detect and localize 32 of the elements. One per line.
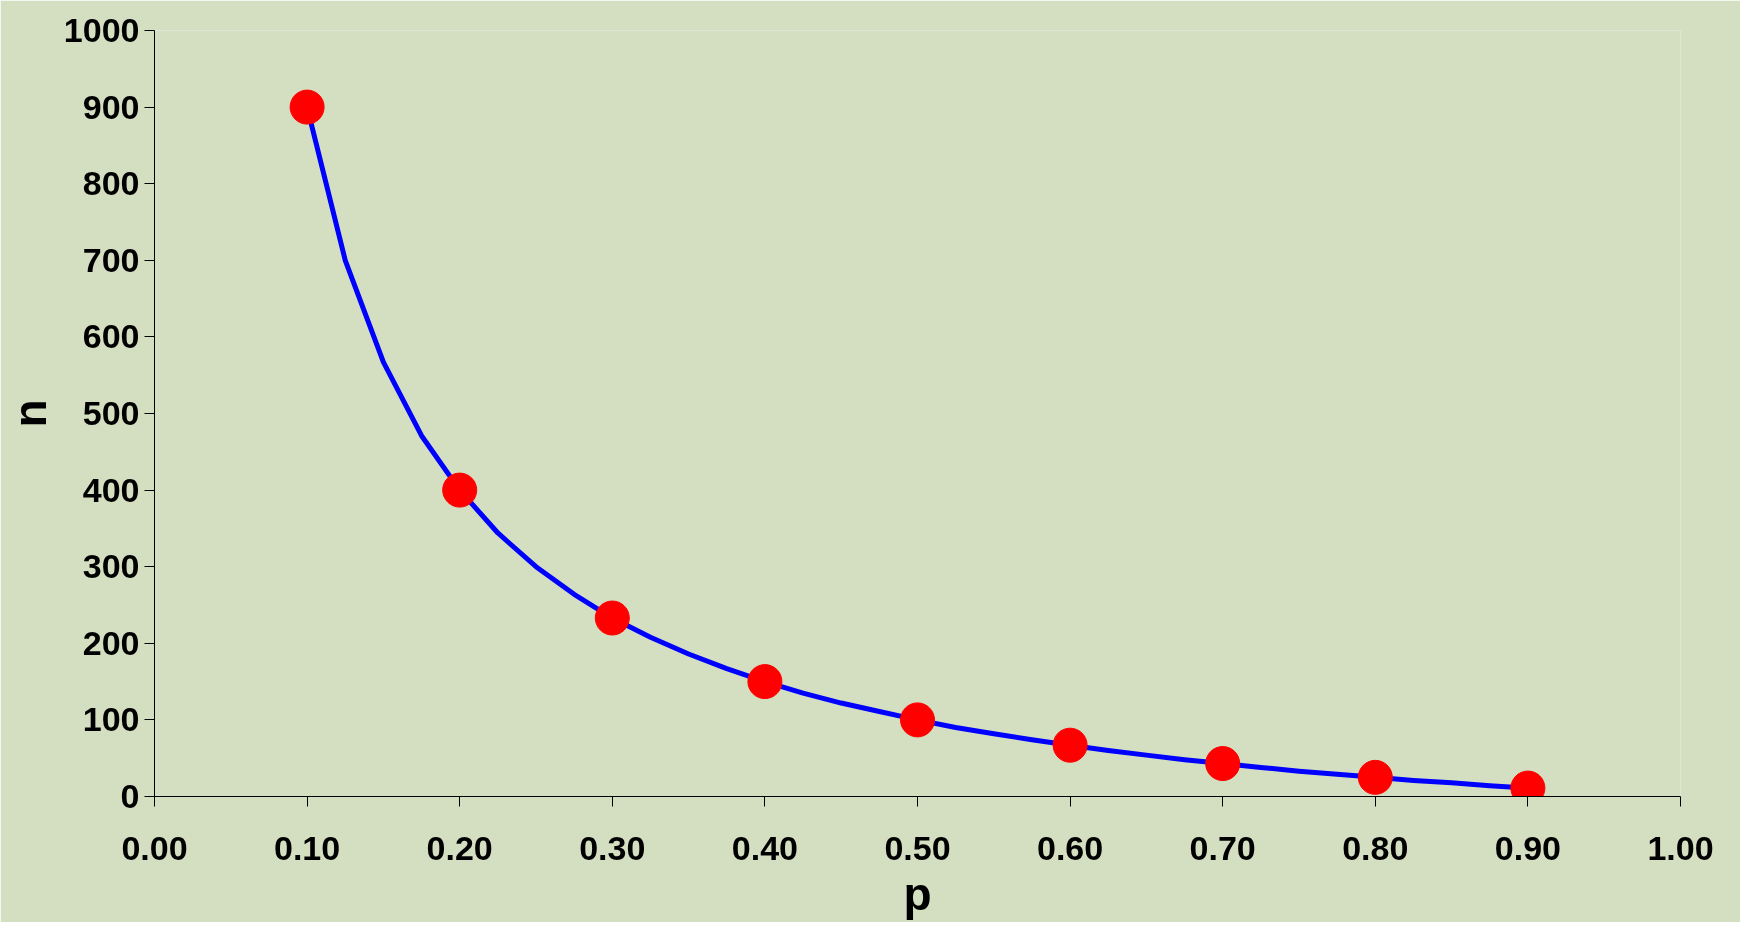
point bbox=[747, 664, 783, 700]
x-tick-label: 1.00 bbox=[1647, 828, 1714, 867]
x-tick-label: 0.90 bbox=[1494, 828, 1561, 867]
y-tick-label: 500 bbox=[82, 394, 140, 432]
x-tick-label: 0.00 bbox=[121, 828, 188, 867]
y-tick-label: 900 bbox=[82, 87, 140, 126]
point bbox=[1052, 727, 1088, 763]
x-axis-title: p bbox=[903, 867, 932, 920]
y-axis-title: n bbox=[3, 399, 56, 428]
y-tick-label: 800 bbox=[82, 164, 140, 203]
point bbox=[1205, 746, 1241, 782]
x-tick-label: 0.60 bbox=[1037, 828, 1104, 867]
y-tick-label: 0 bbox=[120, 777, 140, 815]
y-tick-label: 700 bbox=[82, 240, 140, 279]
y-tick-label: 600 bbox=[82, 317, 140, 356]
x-tick-label: 0.80 bbox=[1342, 828, 1409, 867]
x-tick-label: 0.10 bbox=[274, 828, 341, 867]
point bbox=[289, 89, 325, 125]
point bbox=[1357, 759, 1393, 795]
y-tick-label: 400 bbox=[82, 470, 140, 509]
point bbox=[594, 600, 630, 636]
x-tick-label: 0.40 bbox=[731, 828, 798, 867]
x-tick-label: 0.30 bbox=[579, 828, 646, 867]
x-tick-label: 0.50 bbox=[884, 828, 951, 867]
x-tick-label: 0.70 bbox=[1189, 828, 1256, 867]
x-tick-label: 0.20 bbox=[426, 828, 493, 867]
y-tick-label: 300 bbox=[82, 547, 140, 586]
y-tick-label: 100 bbox=[82, 700, 140, 739]
point bbox=[900, 702, 935, 738]
y-tick-label: 1000 bbox=[63, 11, 140, 49]
y-tick-label: 200 bbox=[82, 623, 140, 662]
point bbox=[442, 472, 478, 508]
